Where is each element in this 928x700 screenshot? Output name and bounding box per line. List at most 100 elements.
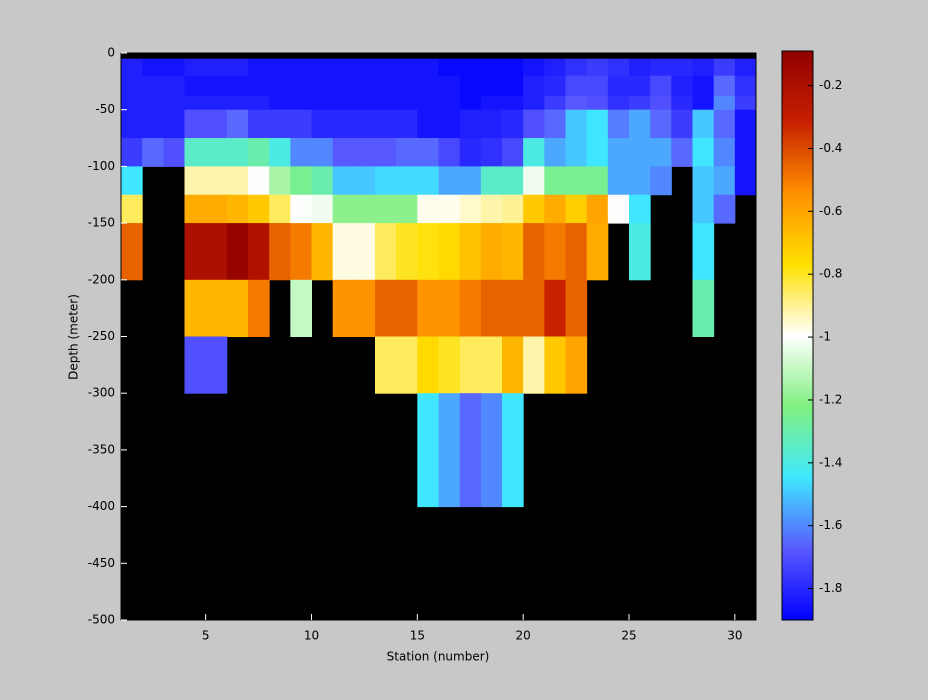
heat-cell xyxy=(417,279,439,337)
heat-cell xyxy=(713,166,736,196)
heat-cell xyxy=(502,75,524,97)
heat-cell xyxy=(205,138,228,167)
heat-cell xyxy=(417,166,439,196)
heat-cell xyxy=(184,109,207,139)
heat-cell xyxy=(290,109,312,139)
heat-cell xyxy=(226,75,249,97)
heat-cell xyxy=(671,96,693,111)
heat-cell xyxy=(248,166,270,196)
heat-cell xyxy=(650,58,672,77)
heat-cell xyxy=(121,223,143,281)
heat-cell xyxy=(417,75,439,97)
heat-cell xyxy=(565,194,588,224)
heat-cell xyxy=(480,166,503,196)
heat-cell xyxy=(205,75,228,97)
colorbar-tick-label: -1.6 xyxy=(819,518,842,532)
heat-cell xyxy=(205,58,228,77)
x-tick-label: 10 xyxy=(304,629,319,643)
heat-cell xyxy=(184,166,207,196)
heat-cell xyxy=(713,109,736,139)
heat-cell xyxy=(332,194,355,224)
heat-cell xyxy=(121,58,143,77)
heat-cell xyxy=(523,194,545,224)
heat-cell xyxy=(523,336,545,394)
colorbar-tick-label: -0.8 xyxy=(819,267,842,281)
heat-cell xyxy=(544,109,566,139)
heat-cell xyxy=(142,58,164,77)
heat-cell xyxy=(438,393,461,508)
y-tick-label: -450 xyxy=(88,556,115,570)
heat-cell xyxy=(353,223,376,281)
heat-cell xyxy=(650,166,672,196)
heat-cell xyxy=(671,109,693,139)
heat-cell xyxy=(713,138,736,167)
heat-cell xyxy=(671,75,693,97)
heat-cell xyxy=(290,75,312,97)
heat-cell xyxy=(375,109,397,139)
heat-cell xyxy=(480,75,503,97)
heat-cell xyxy=(459,279,482,337)
y-tick-label: -150 xyxy=(88,216,115,230)
heat-cell xyxy=(290,279,312,337)
heat-cell xyxy=(438,75,461,97)
heat-cell xyxy=(396,223,418,281)
heat-cell xyxy=(523,279,545,337)
heat-cell xyxy=(396,138,418,167)
heat-cell xyxy=(375,223,397,281)
heat-cell xyxy=(396,75,418,97)
heat-cell xyxy=(142,75,164,97)
heat-cell xyxy=(523,166,545,196)
heat-cell xyxy=(396,166,418,196)
heat-cell xyxy=(269,166,291,196)
y-tick-label: -250 xyxy=(88,329,115,343)
heat-cell xyxy=(269,138,291,167)
heat-cell xyxy=(121,194,143,224)
heat-cell xyxy=(353,166,376,196)
heat-cell xyxy=(226,96,249,111)
heat-cell xyxy=(248,75,270,97)
y-tick-label: -350 xyxy=(88,442,115,456)
heat-cell xyxy=(565,96,588,111)
y-tick-label: -100 xyxy=(88,159,115,173)
y-tick-label: -200 xyxy=(88,272,115,286)
heat-cell xyxy=(417,336,439,394)
heat-cell xyxy=(205,336,228,394)
heat-cell xyxy=(184,223,207,281)
heat-cell xyxy=(375,194,397,224)
colorbar-tick-label: -0.6 xyxy=(819,204,842,218)
heat-cell xyxy=(502,138,524,167)
colorbar-tick-label: -1 xyxy=(819,330,831,344)
heat-cell xyxy=(269,75,291,97)
heat-cell xyxy=(142,96,164,111)
heat-cell xyxy=(332,223,355,281)
heat-cell xyxy=(353,75,376,97)
heat-cell xyxy=(332,279,355,337)
heat-cell xyxy=(163,58,185,77)
heat-cell xyxy=(607,109,630,139)
heat-cell xyxy=(502,223,524,281)
heat-cell xyxy=(396,336,418,394)
heat-cell xyxy=(332,109,355,139)
heat-cell xyxy=(502,336,524,394)
heat-cell xyxy=(311,166,334,196)
heat-cell xyxy=(121,166,143,196)
heat-cell xyxy=(353,194,376,224)
heat-cell xyxy=(523,223,545,281)
heat-cell xyxy=(544,138,566,167)
heat-cell xyxy=(629,75,651,97)
heat-cell xyxy=(586,109,609,139)
heat-cell xyxy=(226,223,249,281)
heat-cell xyxy=(184,96,207,111)
heat-cell xyxy=(248,223,270,281)
heat-cell xyxy=(607,58,630,77)
heat-cell xyxy=(544,75,566,97)
heat-cell xyxy=(226,109,249,139)
heat-cell xyxy=(734,109,757,139)
heat-cell xyxy=(459,75,482,97)
heat-cell xyxy=(734,58,757,77)
heat-cell xyxy=(290,194,312,224)
heat-cell xyxy=(565,75,588,97)
heat-cell xyxy=(650,109,672,139)
heat-cell xyxy=(417,96,439,111)
